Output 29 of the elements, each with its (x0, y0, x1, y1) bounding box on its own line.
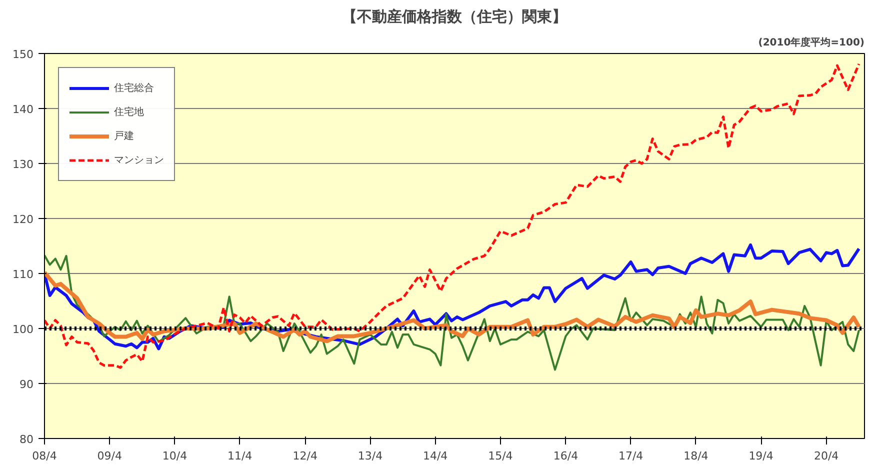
y-tick-label: 90 (20, 378, 34, 391)
x-tick-label: 09/4 (97, 450, 122, 462)
legend-label: 戸建 (114, 130, 134, 143)
legend-label: 住宅地 (114, 106, 144, 119)
y-tick-label: 130 (12, 158, 34, 171)
x-tick-label: 17/4 (618, 450, 644, 462)
line-series (44, 62, 860, 369)
x-tick-label: 19/4 (748, 450, 774, 462)
y-tick-label: 110 (12, 268, 34, 281)
x-tick-label: 12/4 (292, 450, 318, 462)
y-tick-label: 120 (12, 213, 34, 226)
x-tick-label: 20/4 (814, 450, 839, 462)
x-tick-label: 11/4 (227, 450, 252, 462)
x-tick-label: 08/4 (32, 450, 57, 462)
legend-label: 住宅総合 (114, 82, 154, 95)
y-tick-label: 80 (20, 433, 34, 446)
x-tick-label: 14/4 (422, 450, 448, 462)
x-tick-label: 13/4 (358, 450, 383, 462)
x-tick-label: 18/4 (684, 450, 708, 462)
y-tick-label: 140 (12, 103, 34, 116)
y-tick-label: 100 (12, 323, 34, 336)
text: (2010年度平均=100) (758, 36, 865, 48)
x-tick-label: 15/4 (488, 450, 513, 462)
line-series (44, 254, 860, 371)
x-tick-label: 16/4 (553, 450, 578, 462)
y-tick-label: 150 (12, 48, 34, 61)
x-tick-label: 10/4 (162, 450, 188, 462)
chart-title: 【不動産価格指数（住宅）関東】 (342, 8, 567, 26)
legend-label: マンション (114, 154, 164, 167)
